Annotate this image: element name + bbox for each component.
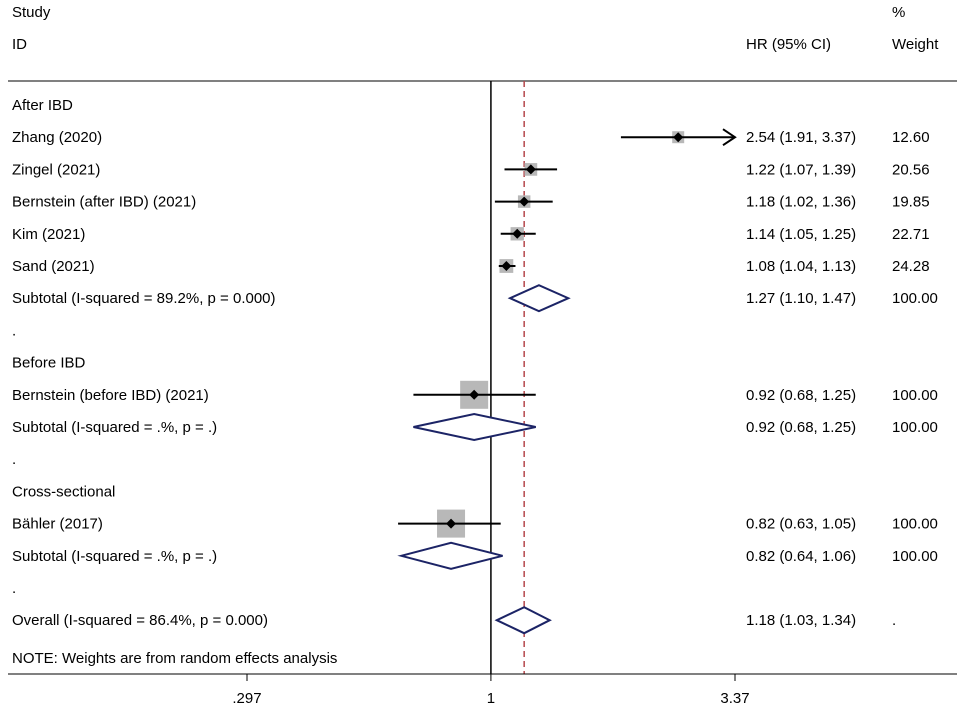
point-estimate (446, 518, 457, 529)
x-axis: .297 1 3.37 (232, 674, 750, 707)
point-estimate (519, 196, 530, 207)
effect-ci-text: 0.92 (0.68, 1.25) (746, 419, 856, 436)
row-label: Kim (2021) (12, 226, 85, 243)
point-estimate (673, 132, 684, 143)
row-label: Bernstein (after IBD) (2021) (12, 194, 196, 211)
weight-text: 12.60 (892, 129, 930, 146)
pooled-diamond (413, 412, 536, 442)
weight-text: 100.00 (892, 548, 938, 565)
point-estimate (501, 261, 512, 271)
pooled-diamond (397, 541, 503, 570)
row-label: Subtotal (I-squared = 89.2%, p = 0.000) (12, 290, 276, 307)
row-label: Bernstein (before IBD) (2021) (12, 387, 209, 404)
header-weight-label-bottom: Weight (892, 36, 939, 53)
weight-text: . (892, 612, 896, 629)
study-rows: After IBD Zhang (2020) 2.54 (1.91, 3.37) 12… (12, 97, 938, 635)
effect-ci-text: 0.82 (0.64, 1.06) (746, 548, 856, 565)
weight-text: 19.85 (892, 194, 930, 211)
row-label: . (12, 580, 16, 597)
ci-arrow (722, 128, 737, 147)
effect-ci-text: 2.54 (1.91, 3.37) (746, 129, 856, 146)
row-label: Before IBD (12, 355, 86, 372)
x-tick-label: 3.37 (720, 690, 749, 707)
pooled-diamond (494, 606, 552, 635)
effect-ci-text: 1.08 (1.04, 1.13) (746, 258, 856, 275)
header-id-label: ID (12, 36, 27, 53)
row-label: Overall (I-squared = 86.4%, p = 0.000) (12, 612, 268, 629)
effect-ci-text: 1.18 (1.02, 1.36) (746, 194, 856, 211)
row-label: Bähler (2017) (12, 516, 103, 533)
row-label: Subtotal (I-squared = .%, p = .) (12, 419, 217, 436)
effect-ci-text: 1.18 (1.03, 1.34) (746, 612, 856, 629)
weight-text: 24.28 (892, 258, 930, 275)
point-estimate (512, 228, 523, 239)
header-study-label: Study (12, 4, 51, 21)
header-weight-label-top: % (892, 4, 905, 21)
weight-text: 100.00 (892, 419, 938, 436)
effect-ci-text: 1.14 (1.05, 1.25) (746, 226, 856, 243)
row-label: Subtotal (I-squared = .%, p = .) (12, 548, 217, 565)
row-label: Sand (2021) (12, 258, 95, 275)
effect-ci-text: 1.27 (1.10, 1.47) (746, 290, 856, 307)
point-estimate (525, 164, 536, 175)
x-tick-label: .297 (232, 690, 261, 707)
row-label: Cross-sectional (12, 483, 115, 500)
row-label: . (12, 451, 16, 468)
weight-text: 100.00 (892, 387, 938, 404)
row-label: After IBD (12, 97, 73, 114)
footer-note: NOTE: Weights are from random effects an… (12, 650, 337, 667)
x-tick-label: 1 (487, 690, 495, 707)
weight-text: 22.71 (892, 226, 930, 243)
weight-text: 100.00 (892, 290, 938, 307)
point-estimate (469, 389, 480, 400)
row-label: Zhang (2020) (12, 129, 102, 146)
effect-ci-text: 0.82 (0.63, 1.05) (746, 516, 856, 533)
weight-text: 20.56 (892, 161, 930, 178)
header-effect-label: HR (95% CI) (746, 36, 831, 53)
row-label: . (12, 322, 16, 339)
pooled-diamond (507, 284, 571, 313)
row-label: Zingel (2021) (12, 161, 100, 178)
effect-ci-text: 0.92 (0.68, 1.25) (746, 387, 856, 404)
reference-lines (490, 81, 525, 674)
weight-text: 100.00 (892, 516, 938, 533)
effect-ci-text: 1.22 (1.07, 1.39) (746, 161, 856, 178)
